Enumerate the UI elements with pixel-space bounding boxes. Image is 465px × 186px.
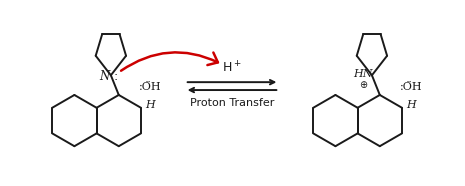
Text: HN: HN — [353, 69, 373, 79]
Text: N: N — [99, 70, 109, 83]
FancyArrowPatch shape — [121, 52, 218, 71]
Text: ⊕: ⊕ — [359, 80, 367, 90]
Text: H: H — [406, 100, 416, 110]
Text: :ÖH: :ÖH — [399, 82, 422, 92]
Text: :ÖH: :ÖH — [139, 82, 161, 92]
Text: Proton Transfer: Proton Transfer — [190, 98, 274, 108]
Text: H$^+$: H$^+$ — [222, 61, 242, 76]
Text: :: : — [113, 70, 118, 83]
Text: H: H — [145, 100, 155, 110]
